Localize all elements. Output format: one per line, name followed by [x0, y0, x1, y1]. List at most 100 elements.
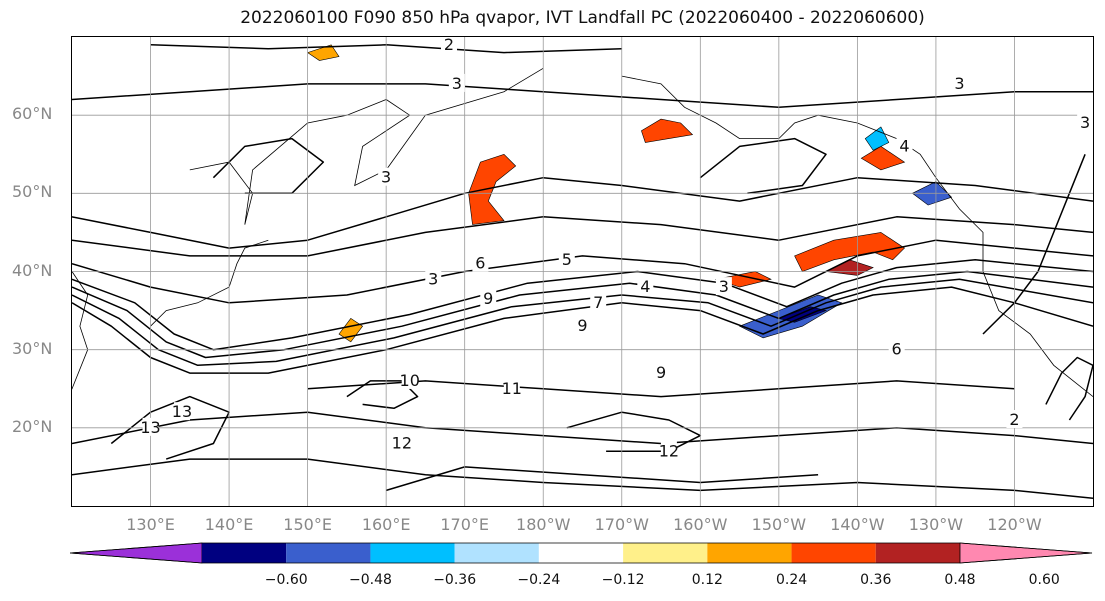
contour-label: 2: [444, 37, 454, 54]
fill-positive-northeast-pacific-band: [794, 232, 905, 272]
colorbar-tick-label: −0.48: [348, 572, 392, 588]
contour-label-background: [425, 269, 442, 288]
contour-label-background: [574, 316, 591, 335]
contour-label: 12: [392, 433, 412, 452]
longitude-label: 170°E: [440, 515, 490, 534]
colorbar-bin: [454, 543, 539, 563]
contour-label-background: [660, 441, 677, 460]
colorbar-bin: [791, 543, 876, 563]
contour-label: 4: [899, 136, 909, 155]
contour-label: 9: [577, 316, 587, 335]
contour-east-coast: [982, 154, 1086, 335]
colorbar-tick-label: −0.24: [517, 572, 561, 588]
contour-label-background: [1077, 112, 1093, 131]
contour-label-background: [503, 378, 520, 397]
colorbar-tick-label: 0.24: [775, 572, 808, 588]
contour-label-background: [378, 167, 395, 186]
contour-label: 3: [428, 269, 438, 288]
contour-label: 13: [172, 402, 192, 421]
contour-label: 13: [140, 418, 160, 437]
contour-6: [72, 239, 1093, 304]
gridline-layer: [72, 37, 1093, 506]
contour-jet-11: [72, 278, 1093, 367]
colorbar-outline: [70, 542, 1093, 564]
contour-okhotsk: [212, 137, 325, 195]
contour-label: 4: [640, 277, 650, 296]
colorbar-tick-label: 0.60: [1028, 572, 1060, 588]
contour-subtropical-12: [72, 411, 1093, 445]
contour-label-background: [896, 136, 913, 155]
colorbar-bin: [623, 543, 708, 563]
longitude-label: 130°E: [126, 515, 175, 534]
contour-label-background: [440, 37, 457, 53]
contour-label-background: [393, 433, 410, 452]
longitude-label: 120°W: [987, 515, 1042, 534]
coastline-1: [72, 271, 89, 390]
contour-label: 3: [452, 74, 462, 93]
colorbar-bin: [370, 543, 455, 563]
latitude-label: 40°N: [12, 260, 53, 280]
longitude-label: 130°W: [908, 515, 964, 534]
contour-label: 12: [659, 441, 679, 460]
contour-4: [72, 216, 1093, 257]
latitude-label: 50°N: [12, 182, 53, 202]
colorbar-tick-label: 0.12: [691, 572, 723, 588]
longitude-label: 150°E: [283, 515, 332, 534]
latitude-label: 30°N: [12, 338, 53, 358]
contour-label-background: [558, 249, 575, 268]
map-panel: 2 3 3 3 3 3 4 4 5 6 6 7 9 9 9 10 11 12 12 13 13 3 2: [71, 36, 1094, 507]
fill-positive-central-north-pacific: [468, 153, 517, 225]
longitude-label: 170°W: [594, 515, 649, 534]
colorbar-bin: [875, 543, 960, 563]
contour-aleutian-low: [699, 137, 827, 195]
longitude-label: 160°W: [673, 515, 728, 534]
latitude-label: 60°N: [12, 104, 53, 124]
colorbar-bin: [286, 543, 371, 563]
contour-label-background: [173, 402, 190, 421]
contour-subtropical-13: [72, 458, 1093, 499]
contour-3-north: [72, 83, 1093, 109]
colorbar-extend-max: [959, 542, 1093, 564]
colorbar-tick-label: −0.60: [264, 572, 308, 588]
colorbar-tick-label: 0.48: [944, 572, 976, 588]
coastline-3: [189, 67, 544, 225]
contour-label: 7: [593, 293, 603, 312]
longitude-label: 140°E: [204, 515, 254, 534]
contour-label: 3: [954, 74, 964, 93]
contour-label-background: [448, 73, 465, 92]
longitude-label: 140°W: [830, 515, 885, 534]
contour-label-background: [401, 370, 418, 389]
contour-label-background: [951, 73, 968, 92]
contour-label-background: [480, 288, 497, 307]
colorbar: [70, 542, 1093, 564]
longitude-label: 150°W: [751, 515, 807, 534]
contour-label: 6: [892, 340, 902, 359]
contour-label-background: [715, 277, 732, 296]
fill-positive-bering-sea: [641, 118, 694, 143]
contour-label: 9: [483, 289, 493, 308]
contour-label: 11: [502, 379, 522, 398]
colorbar-bin: [538, 543, 624, 563]
map-title: 2022060100 F090 850 hPa qvapor, IVT Land…: [240, 8, 925, 28]
contour-subtropical-10: [385, 466, 819, 492]
contour-label: 3: [1080, 113, 1090, 132]
contour-subtropical-9: [307, 380, 1015, 398]
contour-label-background: [142, 417, 159, 436]
contour-label: 3: [381, 168, 391, 187]
contour-label-background: [888, 339, 905, 358]
contour-label-background: [653, 363, 670, 382]
latitude-label: 20°N: [12, 416, 53, 436]
contour-label: 6: [475, 254, 485, 273]
colorbar-tick-label: −0.12: [601, 572, 645, 588]
contour-label: 3: [719, 277, 729, 296]
contour-label: 5: [562, 250, 572, 269]
contour-jet-7: [72, 259, 1093, 351]
contour-south-west: [110, 395, 230, 460]
colorbar-bin: [202, 543, 287, 563]
contour-label-background: [472, 253, 489, 272]
colorbar-tick-label: −0.36: [433, 572, 477, 588]
longitude-label: 160°E: [361, 515, 411, 534]
colorbar-tick-label: 0.36: [860, 572, 892, 588]
contour-central-swirl: [566, 411, 702, 453]
